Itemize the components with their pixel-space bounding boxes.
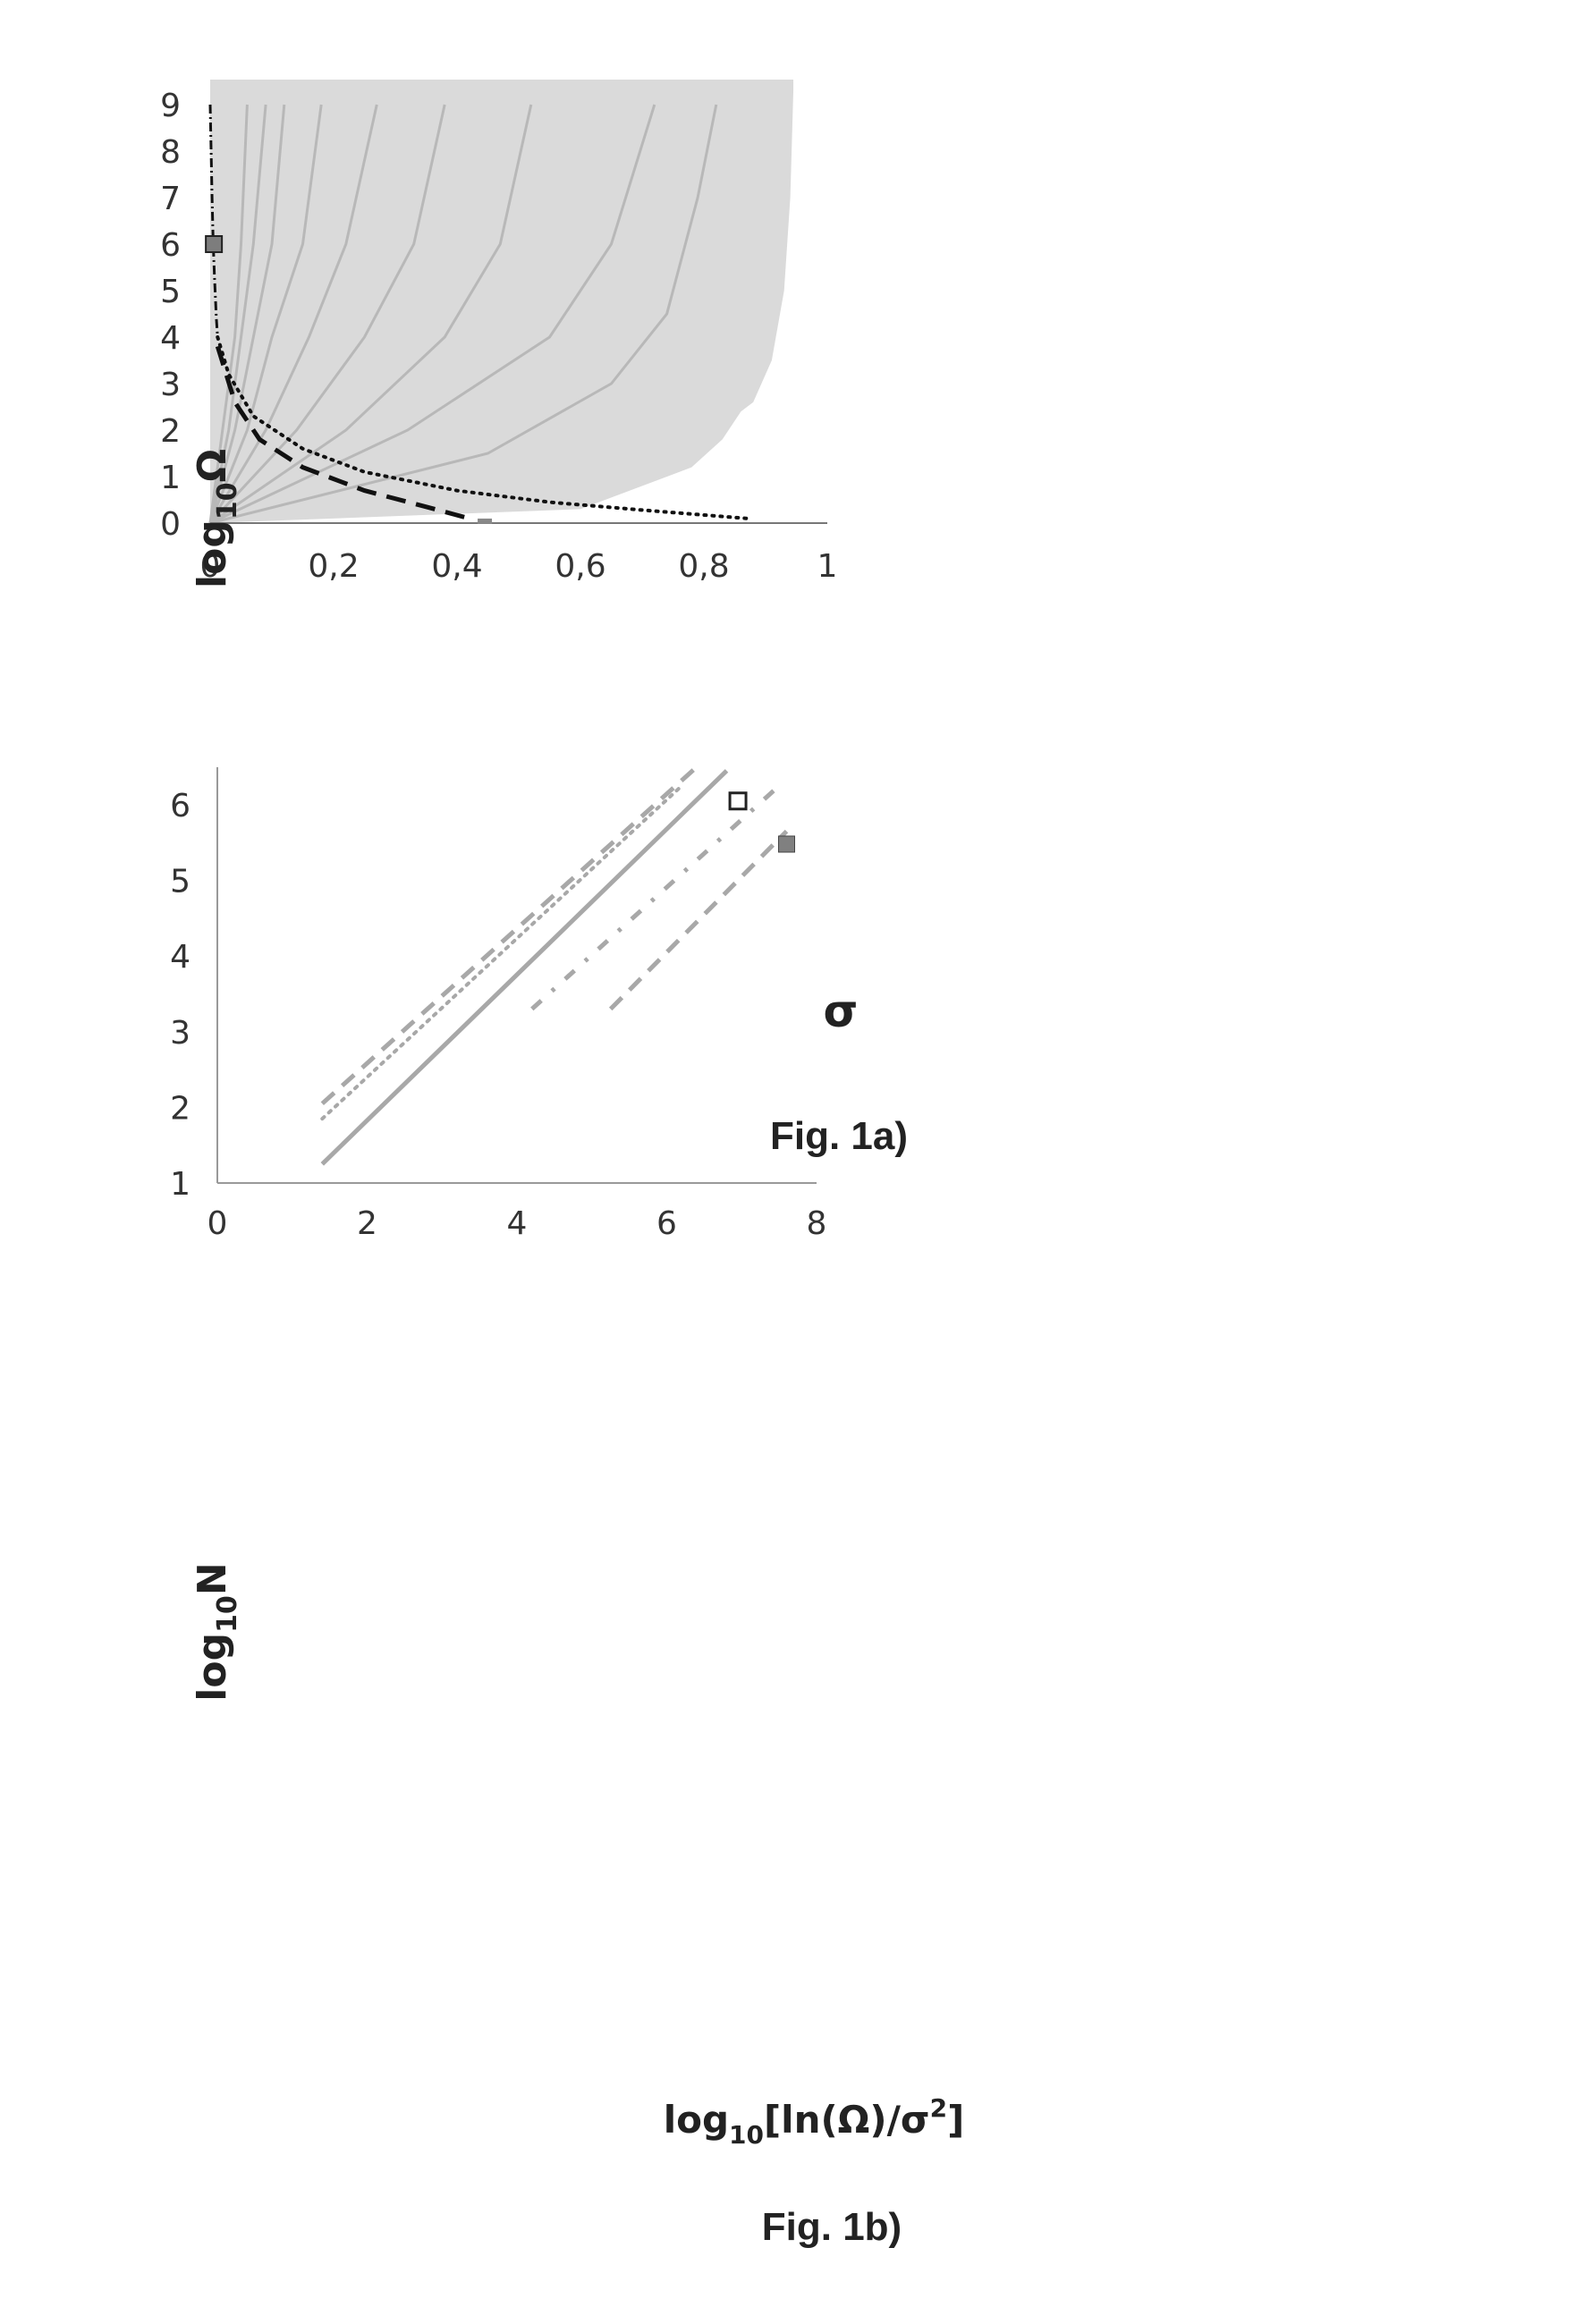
x-tick-label: 8 xyxy=(807,1205,827,1242)
y-tick-label: 1 xyxy=(170,1166,191,1203)
filled-square-marker xyxy=(206,236,222,252)
x-tick-label: 1 xyxy=(817,548,838,585)
x-tick-label: 0,4 xyxy=(431,548,482,585)
x-axis-title: log10[ln(Ω)/σ2] xyxy=(664,2093,965,2150)
filled-square-marker xyxy=(779,836,795,852)
y-tick-label: 4 xyxy=(170,939,191,976)
x-tick-label: 0,2 xyxy=(308,548,359,585)
y-tick-label: 6 xyxy=(170,788,191,824)
figure-caption-1a: Fig. 1a) xyxy=(770,1114,908,1158)
series-lines xyxy=(322,767,786,1164)
y-axis-title: log10N xyxy=(190,1562,243,1701)
y-tick-labels: 1 2 3 4 5 6 xyxy=(170,788,191,1203)
figure-caption-1b: Fig. 1b) xyxy=(762,2205,902,2249)
x-tick-label: 0,8 xyxy=(678,548,729,585)
y-tick-label: 3 xyxy=(160,367,181,403)
y-tick-label: 2 xyxy=(160,413,181,450)
x-tick-label: 4 xyxy=(507,1205,528,1242)
chart-fig-1a: 0123456789 00,20,40,60,81 σ log10Ω Fig. … xyxy=(160,80,908,1158)
shaded-feasible-region xyxy=(210,80,793,523)
x-tick-labels: 0 2 4 6 8 xyxy=(207,1205,827,1242)
y-tick-label: 6 xyxy=(160,227,181,264)
x-axis-title: σ xyxy=(824,985,859,1037)
open-square-marker xyxy=(730,793,746,809)
x-tick-label: 2 xyxy=(357,1205,377,1242)
y-tick-label: 7 xyxy=(160,181,181,217)
x-tick-label: 0 xyxy=(207,1205,228,1242)
series-line-2-dot xyxy=(322,786,682,1119)
x-tick-label: 0,6 xyxy=(555,548,605,585)
y-tick-label: 3 xyxy=(170,1015,191,1052)
x-tick-label: 6 xyxy=(656,1205,677,1242)
y-tick-label: 4 xyxy=(160,320,181,357)
small-mark xyxy=(478,519,492,524)
y-tick-label: 9 xyxy=(160,88,181,124)
x-tick-labels: 00,20,40,60,81 xyxy=(200,548,838,585)
y-tick-label: 8 xyxy=(160,134,181,171)
y-tick-label: 1 xyxy=(160,460,181,496)
y-tick-label: 0 xyxy=(160,506,181,543)
y-tick-label: 2 xyxy=(170,1090,191,1127)
series-line-4-dash-dot xyxy=(532,786,779,1010)
series-line-1-dash xyxy=(322,767,697,1103)
y-tick-label: 5 xyxy=(160,274,181,310)
y-tick-labels: 0 1 2 3 4 5 6 7 8 9 xyxy=(160,88,181,543)
y-tick-label: 5 xyxy=(170,864,191,900)
series-line-3-solid xyxy=(322,771,726,1164)
